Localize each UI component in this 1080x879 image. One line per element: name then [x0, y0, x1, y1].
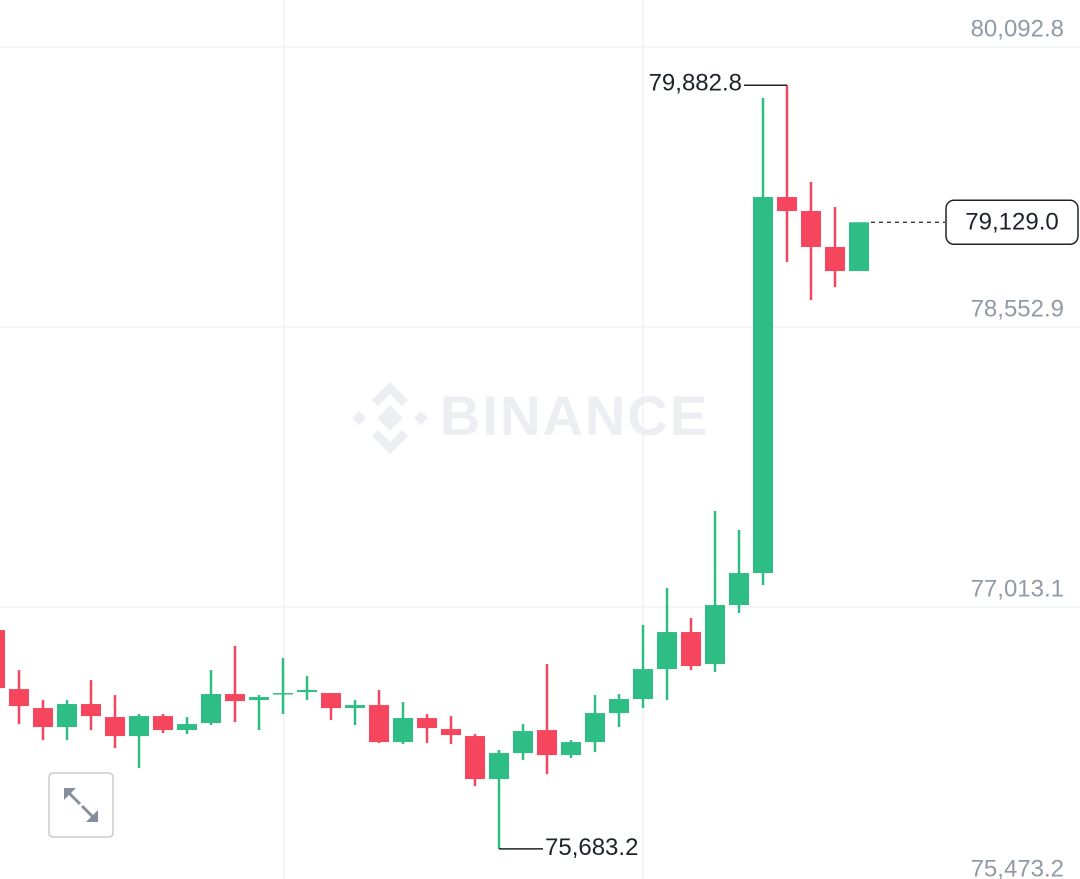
candle-body	[225, 694, 245, 702]
candle-body	[633, 669, 653, 700]
candle-body	[81, 704, 101, 717]
candle-body	[201, 694, 221, 724]
candle-body	[561, 742, 581, 756]
candle-body	[537, 730, 557, 756]
candle-body	[849, 222, 869, 272]
high-marker-label: 79,882.8	[649, 70, 742, 97]
candle-body	[321, 693, 341, 709]
candle-body	[249, 697, 269, 701]
candle-body	[681, 632, 701, 667]
last-price-box	[945, 199, 1079, 246]
candle-body	[153, 716, 173, 731]
candle-body	[297, 690, 317, 693]
candle-body	[0, 630, 5, 689]
y-tick-label: 78,552.9	[971, 295, 1064, 322]
candle-body	[705, 605, 725, 665]
candle-body	[729, 573, 749, 606]
low-marker-label: 75,683.2	[545, 834, 638, 861]
candle-body	[417, 718, 437, 729]
candle-body	[177, 724, 197, 731]
candle-body	[393, 718, 413, 743]
y-tick-label: 80,092.8	[971, 15, 1064, 42]
candle-body	[657, 632, 677, 670]
candle-body	[57, 704, 77, 728]
expand-icon-line	[64, 788, 98, 822]
candle-body	[441, 729, 461, 736]
candle-body	[273, 693, 293, 695]
candle-body	[9, 689, 29, 707]
candle-body	[129, 716, 149, 737]
candle-body	[345, 705, 365, 709]
candle-body	[585, 713, 605, 743]
y-tick-label: 77,013.1	[971, 575, 1064, 602]
candle-body	[33, 708, 53, 728]
expand-button[interactable]	[48, 772, 114, 838]
candle-body	[801, 211, 821, 248]
candle-body	[777, 197, 797, 212]
candle-body	[369, 705, 389, 743]
expand-button-frame[interactable]	[48, 772, 114, 838]
watermark: BINANCE	[440, 384, 709, 447]
watermark-logo	[351, 382, 429, 454]
last-price-label: 79,129.0	[965, 209, 1058, 236]
candle-body	[465, 736, 485, 780]
y-tick-label: 75,473.2	[971, 855, 1064, 879]
candle-body	[489, 753, 509, 780]
candle-body	[513, 731, 533, 754]
candle-body	[105, 717, 125, 737]
candle-body	[753, 197, 773, 574]
candle-body	[825, 247, 845, 272]
candle-body	[609, 699, 629, 714]
